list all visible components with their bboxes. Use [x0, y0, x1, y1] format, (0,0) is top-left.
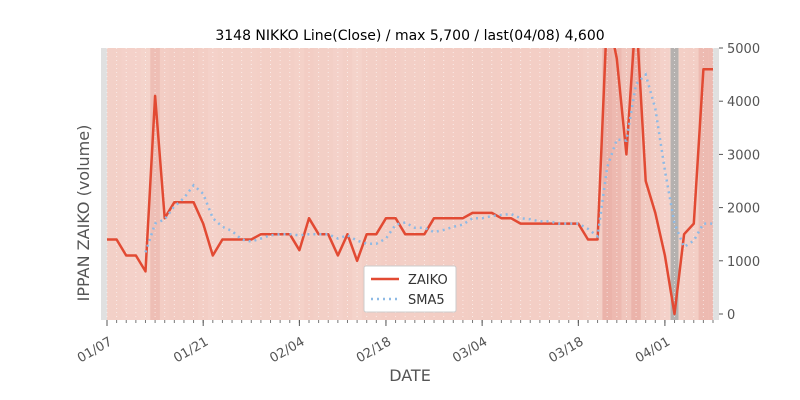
- x-tick-label: 04/01: [633, 334, 673, 366]
- series-lines: [107, 48, 713, 316]
- y-tick-label: 3000: [727, 148, 760, 163]
- chart-title: 3148 NIKKO Line(Close) / max 5,700 / las…: [215, 28, 604, 44]
- legend: ZAIKO SMA5: [363, 265, 457, 313]
- x-tick-label: 03/04: [450, 334, 490, 366]
- y-tick-label: 4000: [727, 95, 760, 110]
- y-tick-label: 5000: [727, 42, 760, 57]
- x-tick-label: 02/04: [267, 334, 307, 366]
- y-tick-label: 1000: [727, 255, 760, 270]
- legend-zaiko-label: ZAIKO: [408, 273, 448, 288]
- x-tick-label: 02/18: [354, 334, 394, 366]
- grid: [106, 48, 714, 320]
- x-tick-label: 01/07: [75, 334, 115, 366]
- edge-band: [101, 48, 107, 320]
- y-tick-label: 2000: [727, 202, 760, 217]
- x-axis-title: DATE: [389, 366, 431, 385]
- x-tick-label: 01/21: [171, 334, 211, 366]
- legend-sma5-label: SMA5: [408, 293, 445, 308]
- series-line-zaiko: [107, 48, 713, 316]
- y-tick-label: 0: [727, 308, 735, 323]
- y-axis-title: IPPAN ZAIKO (volume): [74, 125, 93, 302]
- legend-box: [363, 265, 457, 313]
- edge-band: [713, 48, 719, 320]
- x-tick-label: 03/18: [546, 334, 586, 366]
